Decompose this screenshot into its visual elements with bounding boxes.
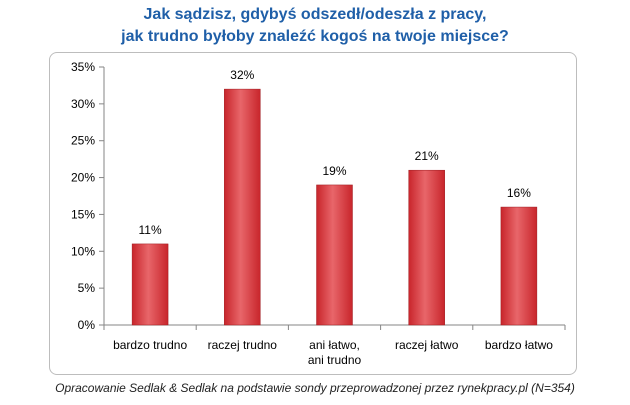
bar [224, 88, 261, 326]
chart-axes: 0% 5% 10% 15% 20% 25% 30% 35% [71, 60, 566, 332]
category-label: bardzo trudno [113, 338, 187, 352]
data-label: 32% [230, 68, 254, 82]
y-tick-label: 5% [78, 281, 96, 295]
y-tick-label: 0% [78, 318, 96, 332]
bar [500, 206, 538, 326]
source-note: Opracowanie Sedlak & Sedlak na podstawie… [55, 381, 575, 395]
category-label: ani łatwo, [309, 338, 360, 352]
y-tick-label: 30% [71, 97, 95, 111]
y-tick-label: 20% [71, 171, 95, 185]
y-tick-label: 35% [71, 60, 95, 74]
y-tick-label: 10% [71, 244, 95, 258]
bar [316, 184, 353, 326]
y-tick-label: 15% [71, 207, 95, 221]
chart-title: Jak sądzisz, gdybyś odszedł/odeszła z pr… [0, 4, 630, 48]
category-label: bardzo łatwo [485, 338, 553, 352]
chart-bars [131, 88, 538, 326]
data-label: 11% [139, 223, 162, 237]
chart-title-line-1: Jak sądzisz, gdybyś odszedł/odeszła z pr… [143, 6, 487, 23]
category-label: raczej łatwo [395, 338, 459, 352]
data-label: 19% [322, 164, 346, 178]
data-label: 21% [415, 149, 439, 163]
chart-title-line-2: jak trudno byłoby znaleźć kogoś na twoje… [121, 28, 509, 45]
y-tick-label: 25% [71, 134, 95, 148]
chart-labels: 11% bardzo trudno 32% raczej trudno 19% ani ł… [113, 68, 553, 367]
bar [408, 169, 445, 326]
bar [131, 243, 169, 326]
data-label: 16% [507, 186, 531, 200]
category-label: ani trudno [308, 353, 362, 367]
category-label: raczej trudno [208, 338, 278, 352]
